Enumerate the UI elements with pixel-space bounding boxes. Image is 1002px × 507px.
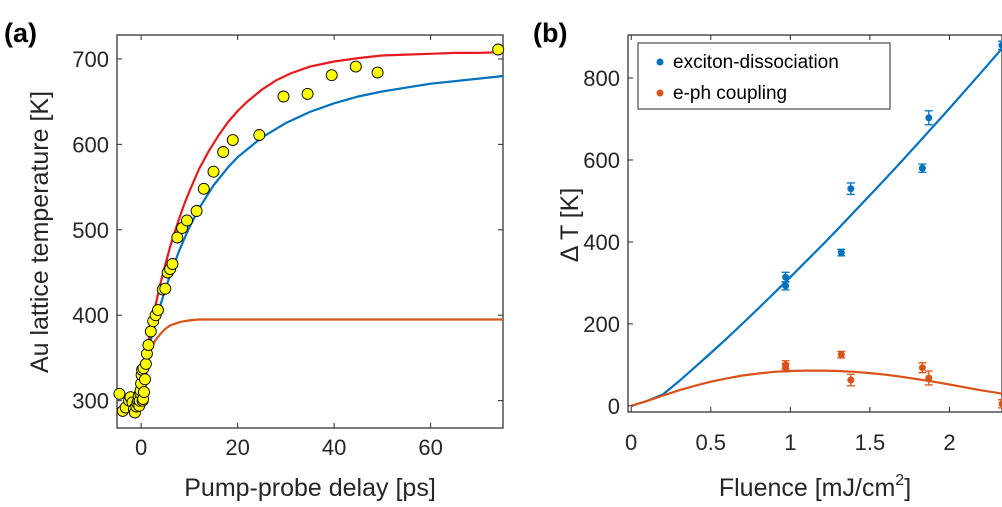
data-point-exciton-dissociation <box>925 114 932 121</box>
panel-a-fit-lines <box>141 52 503 385</box>
fit-line-blue <box>141 76 503 379</box>
y-tick-label: 200 <box>583 312 620 337</box>
data-point <box>218 147 229 158</box>
y-tick-label: 600 <box>583 148 620 173</box>
panel-a-x-axis-title: Pump-probe delay [ps] <box>184 474 436 502</box>
data-point <box>114 388 125 399</box>
data-point <box>208 166 219 177</box>
data-point-e-ph-coupling <box>838 351 845 358</box>
x-title-main: Fluence [mJ/cm <box>719 474 895 502</box>
panel-a: (a) 0 20 40 60 300 400 500 600 700 Pump-probe de… <box>4 18 504 502</box>
x-tick-label: 2 <box>943 430 955 455</box>
data-point-exciton-dissociation <box>847 185 854 192</box>
y-tick-label: 700 <box>72 47 109 72</box>
data-point <box>167 259 178 270</box>
legend-label-exciton-dissociation: exciton-dissociation <box>673 52 839 73</box>
x-tick-label: 20 <box>225 435 249 460</box>
data-point-e-ph-coupling <box>919 364 926 371</box>
x-tick-label: 0 <box>625 430 637 455</box>
fit-line-e-ph-coupling <box>631 371 1002 406</box>
data-point <box>145 326 156 337</box>
panel-b: (b) 0 0.5 1 1.5 2 0 200 400 600 800 exciton-disso… <box>533 18 1002 502</box>
data-point-exciton-dissociation <box>999 42 1002 49</box>
data-point <box>139 387 150 398</box>
y-tick-label: 300 <box>72 389 109 414</box>
data-point <box>191 206 202 217</box>
data-point <box>182 215 193 226</box>
data-point <box>227 135 238 146</box>
data-point <box>254 130 265 141</box>
data-point-exciton-dissociation <box>838 249 845 256</box>
x-title-superscript: 2 <box>895 472 904 489</box>
y-tick-label: 400 <box>72 303 109 328</box>
data-point <box>372 67 383 78</box>
data-point-exciton-dissociation <box>782 282 789 289</box>
data-point-e-ph-coupling <box>925 375 932 382</box>
y-tick-label: 0 <box>608 394 620 419</box>
x-tick-label: 60 <box>418 435 442 460</box>
legend-label-e-ph-coupling: e-ph coupling <box>673 83 787 104</box>
x-tick-label: 0 <box>135 435 147 460</box>
data-point <box>493 44 504 55</box>
y-tick-label: 600 <box>72 132 109 157</box>
legend-marker-e-ph-coupling <box>657 90 664 97</box>
x-tick-label: 0.5 <box>695 430 726 455</box>
x-tick-label: 1 <box>784 430 796 455</box>
data-point-exciton-dissociation <box>782 274 789 281</box>
data-point <box>140 374 151 385</box>
data-point <box>140 358 151 369</box>
y-tick-label: 500 <box>72 218 109 243</box>
panel-b-legend: exciton-dissociation e-ph coupling <box>638 43 890 109</box>
panel-b-x-axis-title: Fluence [mJ/cm2] <box>719 472 911 502</box>
x-title-end: ] <box>904 474 911 502</box>
data-point <box>198 183 209 194</box>
fit-line-orange <box>141 320 503 380</box>
data-point-e-ph-coupling <box>782 361 789 368</box>
data-point-exciton-dissociation <box>919 165 926 172</box>
panel-a-y-axis-title: Au lattice temperature [K] <box>26 91 54 373</box>
data-point <box>160 283 171 294</box>
y-tick-label: 400 <box>583 230 620 255</box>
data-point-e-ph-coupling <box>999 400 1002 407</box>
fit-line-red <box>141 52 503 385</box>
panel-b-label: (b) <box>533 18 567 48</box>
x-tick-label: 1.5 <box>855 430 886 455</box>
data-point <box>302 88 313 99</box>
legend-marker-exciton-dissociation <box>657 59 664 66</box>
data-point <box>153 305 164 316</box>
panel-a-label: (a) <box>4 18 37 48</box>
data-point <box>350 61 361 72</box>
data-point <box>278 91 289 102</box>
y-tick-label: 800 <box>583 66 620 91</box>
data-point <box>143 340 154 351</box>
x-tick-label: 40 <box>322 435 346 460</box>
panel-b-y-axis-title: Δ T [K] <box>556 188 584 263</box>
data-point <box>326 70 337 81</box>
panel-a-data-points <box>114 44 504 418</box>
data-point-e-ph-coupling <box>847 377 854 384</box>
